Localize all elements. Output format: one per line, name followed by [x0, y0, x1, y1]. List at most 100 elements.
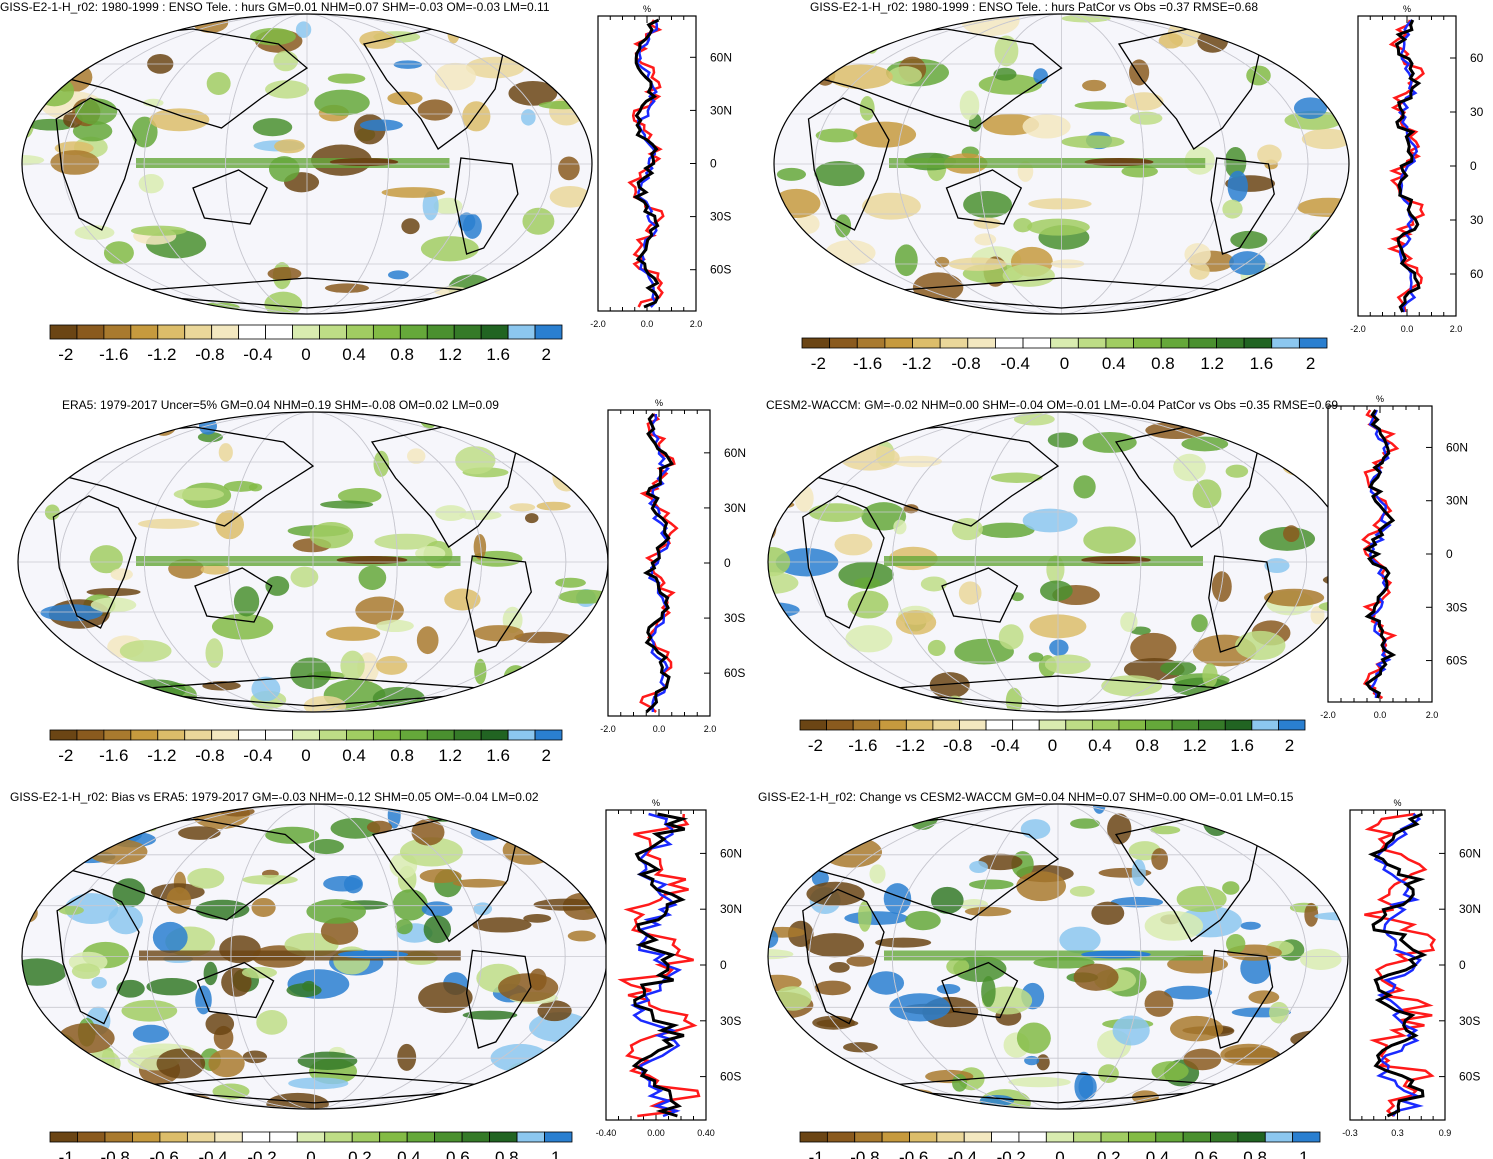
x-tick-label: 2.0 [1426, 710, 1439, 720]
colorbar-swatch [480, 729, 509, 741]
colorbar-swatch [1038, 719, 1067, 731]
panel-giss-enso: 60N 30N 0 30S 60S -2.0 0.0 2.0 -2 -1.6 -1.2 -0.8 -0.… [0, 0, 740, 380]
panel-title: CESM2-WACCM: GM=-0.02 NHM=0.00 SHM=-0.04… [766, 398, 1339, 412]
colorbar-swatch [1155, 1131, 1184, 1143]
colorbar-swatch [534, 729, 563, 741]
colorbar-swatch [1133, 337, 1162, 349]
latitude-label: 60N [720, 846, 742, 860]
colorbar-swatch [49, 324, 78, 340]
colorbar-swatch [1210, 1131, 1239, 1143]
colorbar-label: 0.8 [495, 1148, 519, 1159]
colorbar-swatch [516, 1131, 545, 1143]
zonal-mean-plot: 60N 30N 0 30S 60S -2.0 0.0 2.0 [600, 409, 746, 734]
colorbar-swatch [939, 337, 969, 349]
colorbar-swatch [434, 1131, 463, 1143]
colorbar-label: -0.2 [247, 1148, 276, 1159]
colorbar-swatch [241, 1131, 271, 1143]
colorbar-swatch [854, 1131, 883, 1143]
panel-era5: 60N 30N 0 30S 60S -2.0 0.0 2.0 -2 -1.6 -1.2 -0.8 -0.… [0, 392, 746, 772]
colorbar-swatch [1045, 1131, 1075, 1143]
zonal-mean-plot: 60N 30N 0 30S 60S -2.0 0.0 2.0 [590, 15, 732, 329]
unit-label: % [1403, 4, 1411, 14]
panel-title: GISS-E2-1-H_r02: 1980-1999 : ENSO Tele. … [810, 0, 1258, 14]
colorbar-label: 1.6 [486, 746, 510, 765]
colorbar-swatch [480, 324, 509, 340]
colorbar-label: 2 [1285, 736, 1294, 755]
latitude-label: 0 [720, 958, 727, 972]
colorbar-label: -0.8 [850, 1148, 879, 1159]
colorbar-label: -0.4 [198, 1148, 227, 1159]
colorbar-swatch [103, 324, 132, 340]
x-tick-label: -0.3 [1342, 1128, 1358, 1138]
x-tick-label: 2.0 [704, 724, 717, 734]
unit-label: % [1376, 394, 1384, 404]
colorbar-swatch [346, 729, 374, 741]
zonal-mean-line [642, 413, 674, 714]
colorbar-swatch [1171, 719, 1200, 731]
x-tick-label: 0.0 [1374, 710, 1387, 720]
map-border [773, 13, 1350, 315]
panel-title: GISS-E2-1-H_r02: Change vs CESM2-WACCM G… [758, 790, 1294, 804]
colorbar-swatch [1278, 719, 1306, 731]
panel-cesm2-waccm: 60N 30N 0 30S 60S -2.0 0.0 2.0 -2 -1.6 -1.2 -0.8 -0.… [750, 392, 1493, 772]
colorbar-swatch [884, 337, 913, 349]
colorbar-swatch [238, 324, 266, 340]
colorbar-swatch [826, 719, 854, 731]
colorbar-label: 0.4 [342, 345, 366, 364]
colorbar-swatch [265, 324, 293, 340]
latitude-label: 30N [710, 103, 732, 117]
latitude-label: 30 [1470, 213, 1484, 227]
colorbar-swatch [1018, 1131, 1047, 1143]
colorbar-swatch [909, 1131, 938, 1143]
unit-label: % [655, 398, 663, 408]
colorbar-label: -0.4 [1001, 354, 1030, 373]
colorbar-swatch [265, 729, 293, 741]
colorbar-swatch [1216, 337, 1245, 349]
colorbar-swatch [489, 1131, 518, 1143]
unit-label: % [652, 798, 660, 808]
latitude-label: 60N [710, 50, 732, 64]
colorbar-swatch [103, 729, 132, 741]
colorbar-label: 0.8 [390, 345, 414, 364]
colorbar-label: 0.4 [1088, 736, 1112, 755]
colorbar-label: -0.6 [149, 1148, 178, 1159]
zonal-mean-plot: 60N 30N 0 30S 60S -2.0 0.0 2.0 [1320, 405, 1468, 720]
colorbar-swatch [879, 719, 907, 731]
latitude-label: 60S [724, 666, 745, 680]
latitude-label: 60S [1459, 1070, 1480, 1084]
colorbar-swatch [1224, 719, 1253, 731]
colorbar: -2 -1.6 -1.2 -0.8 -0.4 0 0.4 0.8 1.2 1.6 2 [801, 337, 1328, 373]
colorbar-swatch [49, 729, 78, 741]
latitude-label: 30N [1459, 902, 1481, 916]
colorbar-swatch [211, 729, 240, 741]
panel-giss-enso-patcor: 60 30 0 30 60 -2.0 0.0 2.0 -2 -1.6 -1.2 -0.8 -0.4 0 0.… [750, 0, 1493, 380]
colorbar-swatch [801, 337, 831, 349]
colorbar: -1 -0.8 -0.6 -0.4 -0.2 0 0.2 0.4 0.6 0.8 1 [49, 1131, 573, 1159]
colorbar-swatch [936, 1131, 965, 1143]
colorbar-label: 0.4 [1146, 1148, 1170, 1159]
colorbar-swatch [1050, 337, 1079, 349]
colorbar-label: -0.4 [243, 345, 272, 364]
colorbar-label: -0.4 [948, 1148, 977, 1159]
colorbar-label: -0.2 [997, 1148, 1026, 1159]
map-border [767, 803, 1349, 1110]
colorbar-label: -0.8 [195, 345, 224, 364]
colorbar-swatch [1198, 719, 1226, 731]
colorbar-label: 2 [541, 345, 550, 364]
colorbar-label: -0.8 [943, 736, 972, 755]
colorbar-swatch [1105, 337, 1134, 349]
panel-bias-vs-era5: 60N 30N 0 30S 60S -0.40 0.00 0.40 -1 -0.8 -0.6 -0.4… [0, 784, 742, 1159]
colorbar-swatch [292, 324, 320, 340]
x-tick-label: 0.0 [641, 319, 654, 329]
colorbar-swatch [1022, 337, 1052, 349]
colorbar-swatch [426, 729, 455, 741]
colorbar-swatch [296, 1131, 326, 1143]
colorbar-swatch [372, 324, 401, 340]
colorbar-swatch [238, 729, 266, 741]
colorbar-swatch [1243, 337, 1273, 349]
colorbar-swatch [426, 324, 455, 340]
latitude-label: 60N [724, 446, 746, 460]
zonal-mean-line [1364, 812, 1436, 1117]
panel-graphic: 60N 30N 0 30S 60S -2.0 0.0 2.0 -2 -1.6 -1.2 -0.8 -0.… [17, 398, 746, 765]
